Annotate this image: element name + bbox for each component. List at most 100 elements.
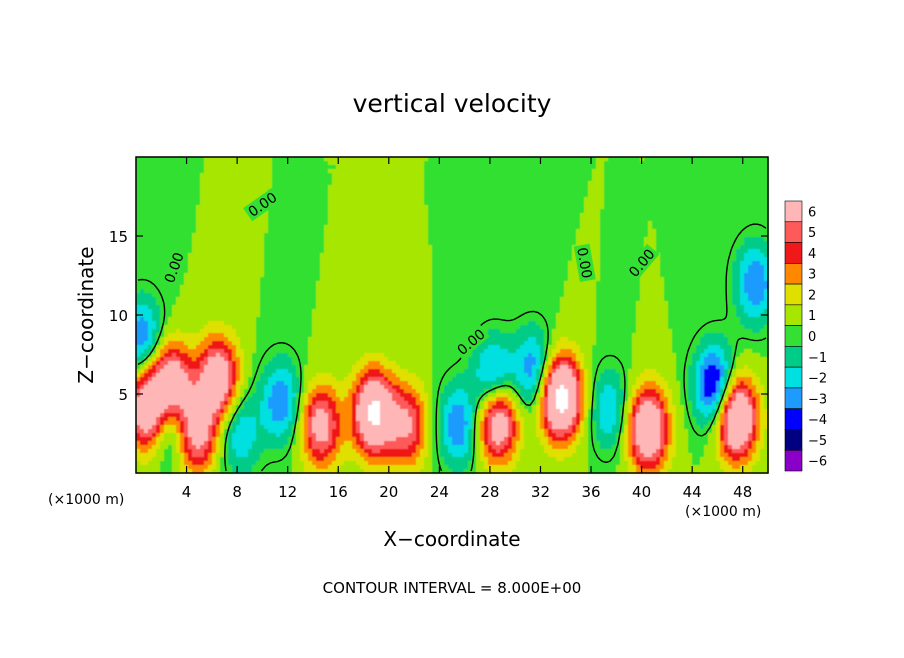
heatmap-cell <box>636 241 641 246</box>
heatmap-cell <box>612 169 617 174</box>
heatmap-cell <box>732 221 737 226</box>
heatmap-cell <box>760 185 765 190</box>
heatmap-cell <box>384 189 389 194</box>
heatmap-cell <box>384 193 389 198</box>
heatmap-cell <box>252 281 257 286</box>
heatmap-cell <box>356 253 361 258</box>
heatmap-cell <box>312 217 317 222</box>
heatmap-cell <box>628 221 633 226</box>
heatmap-cell <box>424 249 429 254</box>
heatmap-cell <box>292 161 297 166</box>
heatmap-cell <box>684 165 689 170</box>
heatmap-cell <box>572 221 577 226</box>
heatmap-cell <box>392 169 397 174</box>
heatmap-cell <box>452 209 457 214</box>
heatmap-cell <box>516 205 521 210</box>
heatmap-cell <box>192 189 197 194</box>
heatmap-cell <box>672 201 677 206</box>
heatmap-cell <box>588 181 593 186</box>
heatmap-cell <box>288 173 293 178</box>
heatmap-cell <box>548 257 553 262</box>
heatmap-cell <box>164 225 169 230</box>
heatmap-cell <box>500 245 505 250</box>
heatmap-cell <box>512 205 517 210</box>
heatmap-cell <box>256 273 261 278</box>
heatmap-cell <box>428 177 433 182</box>
heatmap-cell <box>360 241 365 246</box>
heatmap-cell <box>616 273 621 278</box>
heatmap-cell <box>580 177 585 182</box>
heatmap-cell <box>572 277 577 282</box>
heatmap-cell <box>624 237 629 242</box>
heatmap-cell <box>608 249 613 254</box>
heatmap-cell <box>536 225 541 230</box>
heatmap-cell <box>456 229 461 234</box>
heatmap-cell <box>596 157 601 162</box>
heatmap-cell <box>644 209 649 214</box>
heatmap-cell <box>408 257 413 262</box>
heatmap-cell <box>384 165 389 170</box>
heatmap-cell <box>760 189 765 194</box>
heatmap-cell <box>704 185 709 190</box>
heatmap-cell <box>192 201 197 206</box>
heatmap-cell <box>640 181 645 186</box>
heatmap-cell <box>364 169 369 174</box>
heatmap-cell <box>764 269 769 274</box>
heatmap-cell <box>192 245 197 250</box>
heatmap-cell <box>688 233 693 238</box>
heatmap-cell <box>140 193 145 198</box>
heatmap-cell <box>468 269 473 274</box>
heatmap-cell <box>180 273 185 278</box>
heatmap-cell <box>468 201 473 206</box>
heatmap-cell <box>140 161 145 166</box>
heatmap-cell <box>472 197 477 202</box>
heatmap-cell <box>756 205 761 210</box>
heatmap-cell <box>152 253 157 258</box>
heatmap-cell <box>696 177 701 182</box>
heatmap-cell <box>236 281 241 286</box>
heatmap-cell <box>364 197 369 202</box>
heatmap-cell <box>424 165 429 170</box>
heatmap-cell <box>680 229 685 234</box>
heatmap-cell <box>580 225 585 230</box>
heatmap-cell <box>648 185 653 190</box>
heatmap-cell <box>152 173 157 178</box>
heatmap-cell <box>604 189 609 194</box>
heatmap-cell <box>704 253 709 258</box>
heatmap-cell <box>692 161 697 166</box>
heatmap-cell <box>604 269 609 274</box>
heatmap-cell <box>700 221 705 226</box>
heatmap-cell <box>220 221 225 226</box>
heatmap-cell <box>192 265 197 270</box>
heatmap-cell <box>608 273 613 278</box>
heatmap-cell <box>276 277 281 282</box>
heatmap-cell <box>528 269 533 274</box>
heatmap-cell <box>360 161 365 166</box>
heatmap-cell <box>408 229 413 234</box>
heatmap-cell <box>284 261 289 266</box>
heatmap-cell <box>244 281 249 286</box>
heatmap-cell <box>408 173 413 178</box>
heatmap-cell <box>148 273 153 278</box>
heatmap-cell <box>644 189 649 194</box>
heatmap-cell <box>232 189 237 194</box>
heatmap-cell <box>244 165 249 170</box>
heatmap-cell <box>684 197 689 202</box>
heatmap-cell <box>716 189 721 194</box>
heatmap-cell <box>396 237 401 242</box>
heatmap-cell <box>376 225 381 230</box>
heatmap-cell <box>200 233 205 238</box>
heatmap-cell <box>448 157 453 162</box>
heatmap-cell <box>448 197 453 202</box>
heatmap-cell <box>268 185 273 190</box>
heatmap-cell <box>392 201 397 206</box>
heatmap-cell <box>312 237 317 242</box>
heatmap-cell <box>536 193 541 198</box>
heatmap-cell <box>308 189 313 194</box>
heatmap-cell <box>216 177 221 182</box>
heatmap-cell <box>316 177 321 182</box>
heatmap-cell <box>508 157 513 162</box>
heatmap-cell <box>544 269 549 274</box>
heatmap-cell <box>548 277 553 282</box>
heatmap-cell <box>440 205 445 210</box>
